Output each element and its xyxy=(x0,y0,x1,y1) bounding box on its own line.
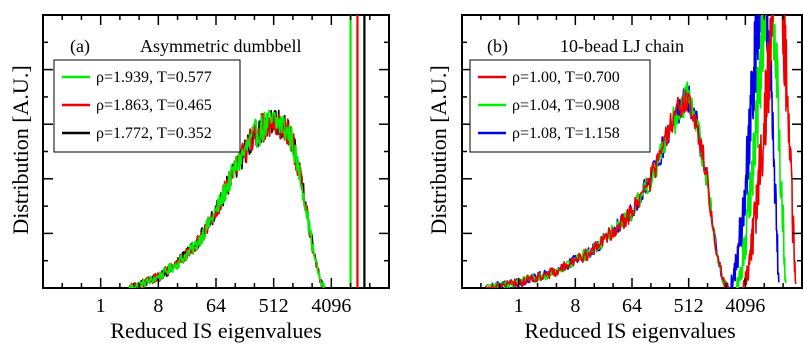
panel-a-label: (a) xyxy=(70,36,90,57)
panel-b-ylabel: Distribution [A.U.] xyxy=(426,65,451,234)
panel-b: 1 8 64 512 4096 (b) 10-bead LJ chain Reduced… xyxy=(426,0,802,343)
legend-label-b-1: ρ=1.04, T=0.908 xyxy=(512,97,620,114)
x-tick-label-a: 512 xyxy=(259,295,289,317)
peak-band-b-0 xyxy=(743,0,795,288)
x-tick-label-a: 1 xyxy=(96,295,106,317)
panel-b-title: 10-bead LJ chain xyxy=(560,36,684,56)
x-tick-label-b: 512 xyxy=(674,295,704,317)
panel-b-label: (b) xyxy=(487,36,508,57)
legend-label-a-0: ρ=1.939, T=0.577 xyxy=(96,69,212,86)
panel-a-title: Asymmetric dumbbell xyxy=(140,36,301,56)
legend-label-a-2: ρ=1.772, T=0.352 xyxy=(96,125,212,142)
legend-label-b-2: ρ=1.08, T=1.158 xyxy=(512,125,620,142)
x-tick-label-b: 1 xyxy=(514,295,524,317)
panel-a: 1 8 64 512 4096 (a) Asymmetric dumbbell Redu… xyxy=(8,15,389,343)
panel-a-legend: ρ=1.939, T=0.577 ρ=1.863, T=0.465 ρ=1.77… xyxy=(54,60,240,152)
x-tick-label-a: 64 xyxy=(206,295,226,317)
legend-label-b-0: ρ=1.00, T=0.700 xyxy=(512,69,620,86)
panel-b-xlabel: Reduced IS eigenvalues xyxy=(524,318,735,343)
x-tick-label-b: 8 xyxy=(570,295,580,317)
panel-a-ylabel: Distribution [A.U.] xyxy=(8,65,33,234)
x-tick-label-a: 8 xyxy=(153,295,163,317)
x-tick-label-b: 64 xyxy=(622,295,642,317)
legend-label-a-1: ρ=1.863, T=0.465 xyxy=(96,97,212,114)
panel-b-legend: ρ=1.00, T=0.700 ρ=1.04, T=0.908 ρ=1.08, … xyxy=(470,60,650,152)
x-tick-label-a: 4096 xyxy=(311,295,351,317)
x-tick-label-b: 4096 xyxy=(725,295,765,317)
panel-a-xlabel: Reduced IS eigenvalues xyxy=(110,318,321,343)
